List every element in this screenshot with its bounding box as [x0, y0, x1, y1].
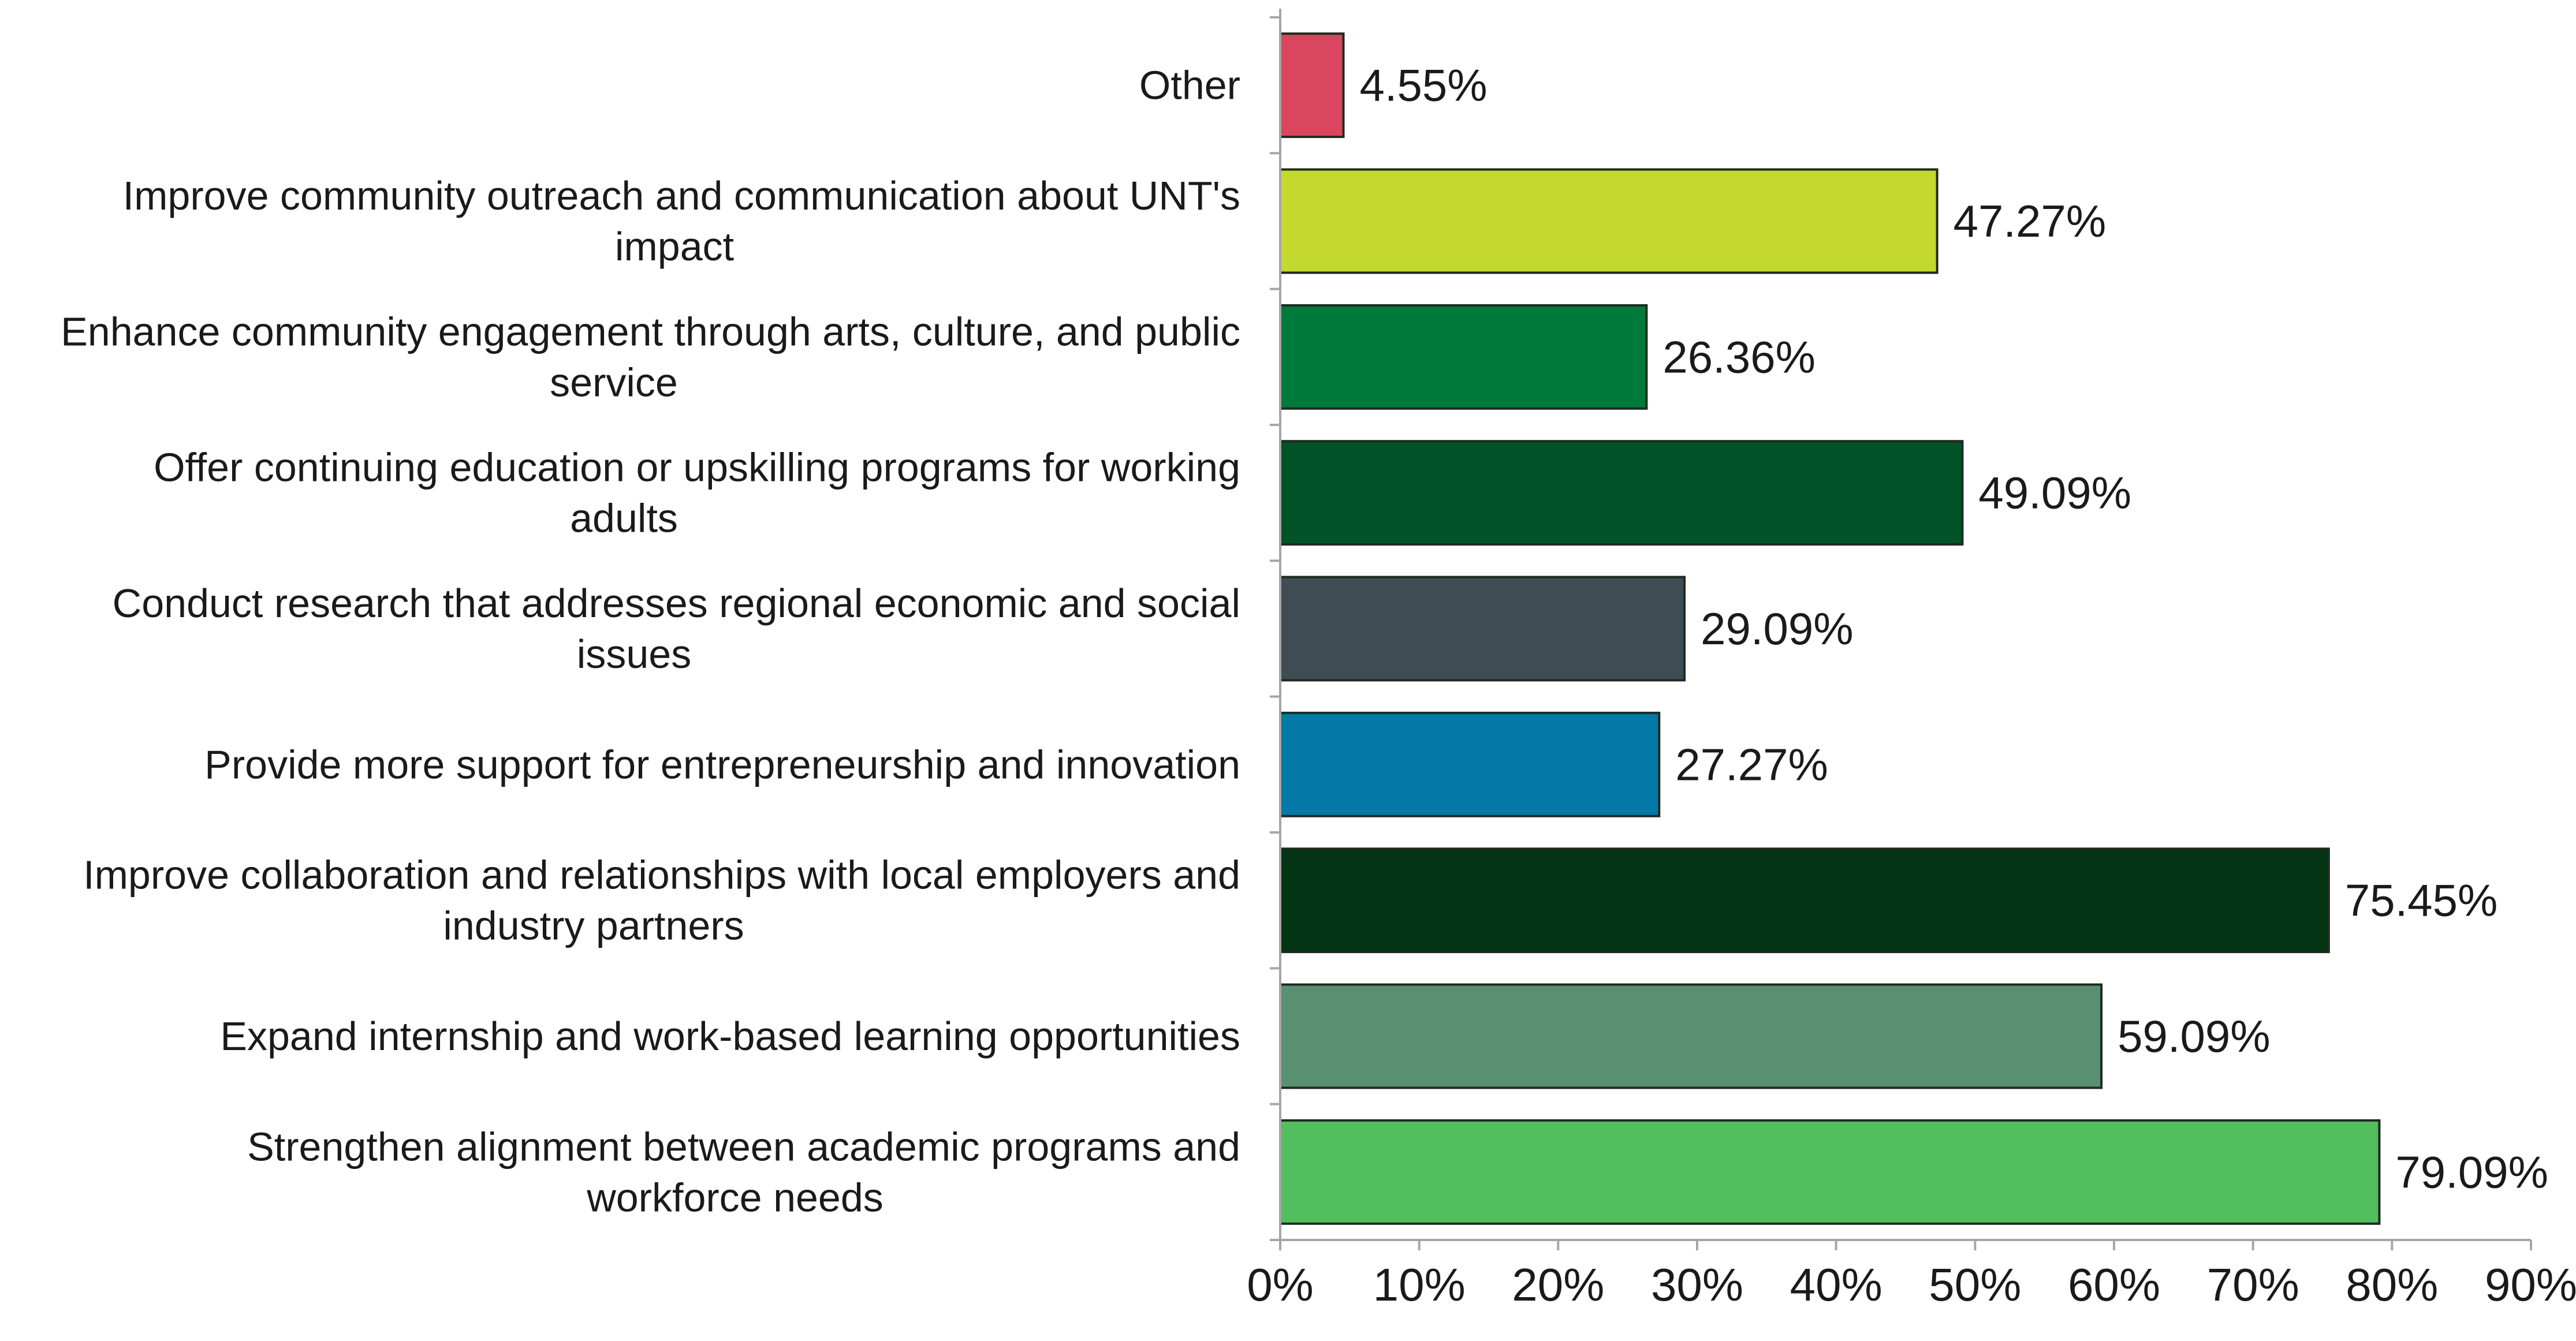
- bar: [1279, 32, 1345, 139]
- data-label: 75.45%: [2345, 875, 2498, 926]
- bar: [1279, 304, 1648, 410]
- category-label: Offer continuing education or upskilling…: [154, 445, 1240, 490]
- x-tick-label: 70%: [2207, 1259, 2299, 1310]
- category-label: Conduct research that addresses regional…: [113, 581, 1240, 626]
- category-label: industry partners: [443, 903, 744, 948]
- bars-layer: [1279, 32, 2381, 1225]
- bar: [1279, 168, 1938, 274]
- category-label: issues: [577, 632, 691, 677]
- category-label: adults: [570, 496, 678, 541]
- bar: [1279, 576, 1686, 682]
- bar: [1279, 983, 2103, 1089]
- category-label: service: [550, 360, 678, 405]
- x-tick-label: 80%: [2346, 1259, 2438, 1310]
- data-label: 49.09%: [1978, 468, 2131, 518]
- data-label: 59.09%: [2118, 1011, 2271, 1062]
- x-tick-label: 40%: [1790, 1259, 1882, 1310]
- data-label: 4.55%: [1360, 60, 1488, 111]
- bar: [1279, 711, 1661, 817]
- data-label: 47.27%: [1954, 196, 2107, 246]
- data-label: 26.36%: [1662, 331, 1815, 382]
- axis-layer: [1270, 9, 2532, 1250]
- bar: [1279, 1119, 2381, 1225]
- x-tick-label: 30%: [1651, 1259, 1743, 1310]
- category-label: Improve collaboration and relationships …: [83, 853, 1240, 898]
- x-tick-label: 90%: [2485, 1259, 2576, 1310]
- data-label: 27.27%: [1675, 739, 1828, 790]
- category-label: Provide more support for entrepreneurshi…: [204, 742, 1240, 787]
- data-label: 79.09%: [2395, 1146, 2548, 1197]
- category-label: Improve community outreach and communica…: [123, 173, 1240, 218]
- x-tick-label: 0%: [1247, 1259, 1314, 1310]
- category-label: workforce needs: [586, 1175, 883, 1220]
- category-label: Expand internship and work-based learnin…: [220, 1014, 1240, 1059]
- x-tick-label: 10%: [1373, 1259, 1466, 1310]
- x-tick-label: 60%: [2068, 1259, 2160, 1310]
- bar: [1279, 440, 1964, 546]
- category-label: impact: [615, 224, 734, 269]
- data-label: 29.09%: [1701, 603, 1854, 654]
- bar: [1279, 847, 2330, 954]
- labels-layer: 4.55% Other 47.27% Improve community outrea…: [61, 60, 2576, 1310]
- x-tick-label: 20%: [1512, 1259, 1604, 1310]
- category-label: Strengthen alignment between academic pr…: [247, 1124, 1240, 1169]
- x-tick-label: 50%: [1929, 1259, 2021, 1310]
- category-label: Enhance community engagement through art…: [61, 309, 1240, 354]
- category-label: Other: [1139, 63, 1240, 108]
